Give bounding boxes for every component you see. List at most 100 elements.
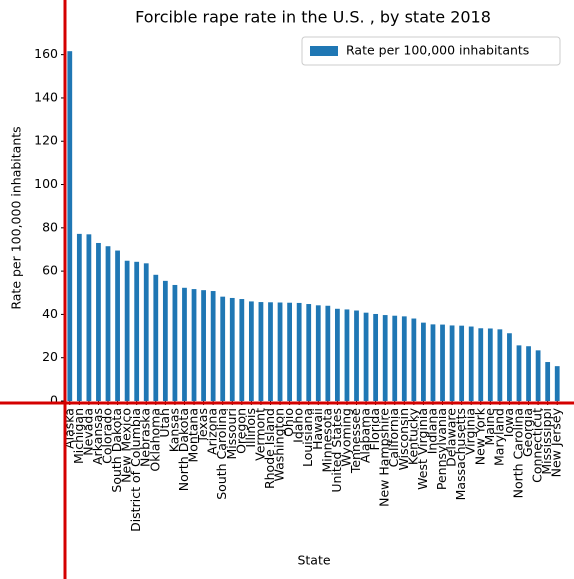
x-tick-label: Indiana [424, 408, 439, 454]
x-tick-label: Illinois [243, 408, 258, 448]
x-tick-label: United States [329, 408, 344, 493]
bar [497, 329, 503, 401]
x-tick-label: New Mexico [119, 408, 134, 483]
bar [449, 325, 455, 401]
bar [296, 302, 302, 401]
bar [229, 297, 235, 401]
bar [401, 316, 407, 401]
bar [201, 290, 206, 401]
x-tick-label: Arizona [205, 408, 220, 455]
bar [258, 302, 264, 401]
bar [96, 242, 101, 401]
y-tick-label: 140 [34, 89, 58, 104]
x-tick-label: Hawaii [310, 408, 325, 450]
bar [239, 299, 245, 401]
x-tick-label: South Dakota [109, 408, 124, 493]
x-tick-label: New York [472, 407, 487, 465]
bar [421, 322, 426, 401]
x-tick-label: Massachusetts [453, 408, 468, 500]
x-tick-label: Washington [272, 408, 287, 481]
x-tick-label: Kansas [166, 408, 181, 452]
bar [67, 51, 73, 401]
y-tick-label: 40 [42, 306, 58, 321]
x-tick-label: Florida [367, 408, 382, 451]
x-tick-label: Mississippi [539, 408, 554, 475]
y-tick-label: 20 [42, 349, 58, 364]
bar [535, 350, 541, 401]
x-tick-label: New Jersey [549, 407, 564, 477]
y-tick-label: 160 [34, 46, 58, 61]
x-tick-label: Louisiana [300, 408, 315, 467]
bar [554, 366, 560, 401]
bar [373, 313, 379, 401]
legend-box [301, 36, 561, 66]
bar [86, 234, 92, 401]
x-tick-label: Ohio [281, 408, 296, 437]
bar [392, 315, 398, 401]
x-axis-label: State [297, 553, 330, 568]
bar [430, 324, 436, 401]
x-tick-label: Colorado [100, 408, 115, 464]
x-tick-label: Georgia [520, 408, 535, 457]
x-tick-label: Utah [157, 408, 172, 438]
bar [516, 345, 522, 401]
x-tick-label: Missouri [224, 408, 239, 459]
x-tick-label: Rhode Island [262, 408, 277, 489]
x-tick-label: Pennsylvania [434, 408, 449, 490]
legend-swatch [310, 46, 338, 56]
x-tick-label: California [386, 408, 401, 467]
bar [277, 302, 283, 401]
bar [411, 318, 417, 401]
x-tick-label: Tennessee [348, 408, 363, 474]
x-tick-label: North Carolina [510, 408, 525, 498]
x-tick-label: Montana [186, 408, 201, 463]
x-tick-label: South Carolina [214, 408, 229, 500]
x-tick-label: Nevada [80, 408, 95, 456]
bar [76, 233, 82, 401]
bar [382, 315, 388, 401]
legend-label: Rate per 100,000 inhabitants [346, 43, 529, 58]
bar [440, 324, 445, 401]
bar [124, 260, 130, 401]
x-tick-label: Wisconsin [396, 408, 411, 470]
bar [354, 310, 359, 401]
bar [143, 263, 149, 401]
x-tick-label: Oklahoma [147, 408, 162, 472]
bar [115, 250, 120, 401]
bar [153, 274, 159, 401]
bar [487, 328, 493, 401]
y-tick-label: 80 [42, 219, 58, 234]
bar [344, 309, 350, 401]
x-tick-label: Delaware [444, 408, 459, 467]
bar [468, 326, 474, 401]
x-tick-label: Alabama [358, 408, 373, 463]
x-tick-label: Idaho [291, 408, 306, 443]
x-tick-label: District of Columbia [128, 408, 143, 532]
y-tick-label: 120 [34, 133, 58, 148]
bar [526, 346, 531, 401]
bar [459, 325, 465, 401]
bar [220, 296, 226, 401]
bar [478, 328, 484, 401]
x-tick-label: Arkansas [90, 408, 105, 465]
bar [315, 305, 321, 401]
x-tick-label: Texas [195, 408, 210, 444]
bar [182, 287, 187, 401]
x-tick-label: Nebraska [138, 408, 153, 467]
x-tick-label: Maine [482, 408, 497, 446]
y-tick-label: 60 [42, 263, 58, 278]
x-tick-label: Virginia [463, 408, 478, 455]
bar [306, 304, 312, 401]
x-tick-label: Connecticut [530, 408, 545, 483]
x-tick-label: Vermont [252, 408, 267, 461]
bar [210, 291, 216, 401]
x-tick-label: Maryland [491, 408, 506, 466]
bar [507, 333, 512, 401]
chart-title: Forcible rape rate in the U.S. , by stat… [135, 8, 491, 27]
y-axis-label: Rate per 100,000 inhabitants [9, 126, 24, 309]
bar [191, 289, 197, 401]
bar [268, 302, 273, 401]
bar [363, 312, 369, 401]
y-tick-label: 0 [50, 393, 58, 408]
x-tick-label: Michigan [71, 408, 86, 464]
